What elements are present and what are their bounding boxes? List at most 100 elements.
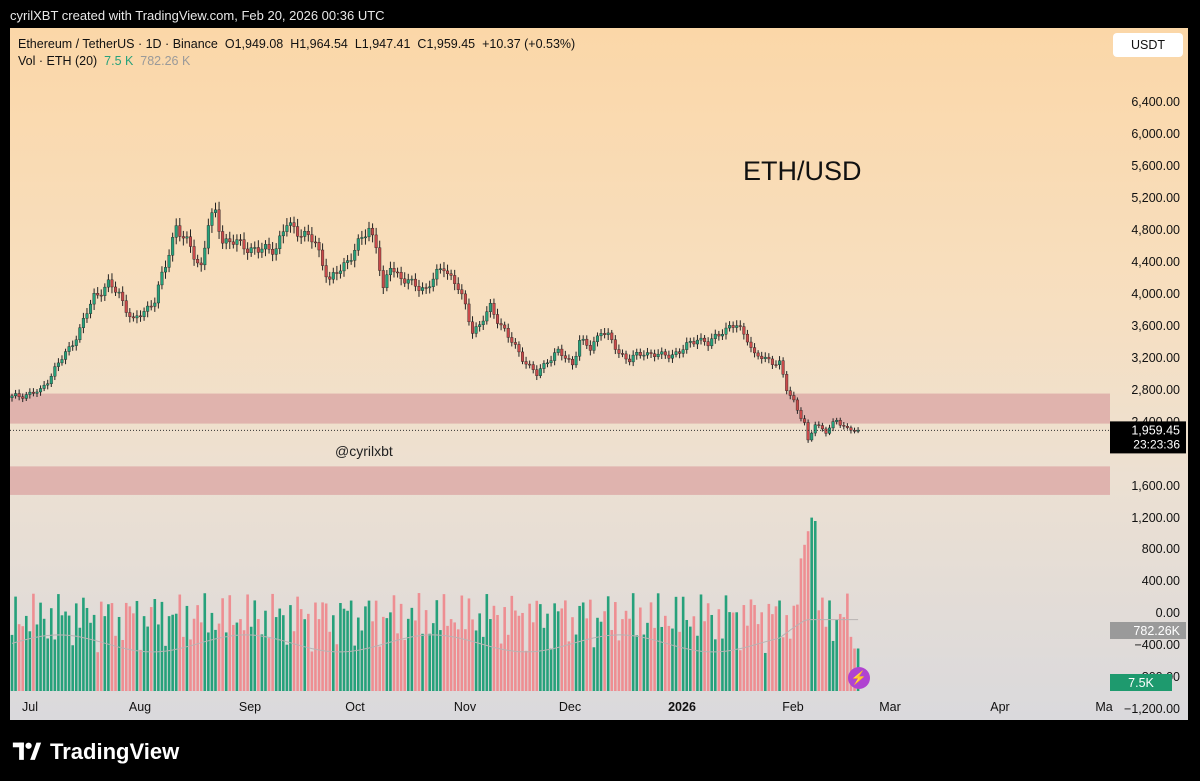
volume-bar	[767, 603, 771, 691]
candle-body	[249, 247, 253, 253]
candle-body	[117, 291, 121, 294]
candle-body	[496, 314, 500, 324]
volume-bar	[271, 593, 274, 691]
candle-body	[110, 279, 114, 288]
volume-bar	[803, 544, 806, 691]
candle-body	[367, 227, 371, 238]
chart-canvas[interactable]: 6,400.00 6,000.00 5,600.00 5,200.00 4,800.00…	[10, 28, 1188, 720]
volume-bar	[132, 613, 135, 691]
candle-body	[403, 278, 407, 284]
volume-bar	[92, 614, 96, 691]
candle-body	[617, 349, 621, 354]
volume-bar	[403, 639, 406, 691]
volume-bar	[307, 613, 310, 691]
volume-bar	[349, 600, 353, 691]
volume-bar	[139, 649, 142, 691]
candle-body	[485, 311, 489, 322]
volume-bar	[117, 616, 121, 691]
volume-bar	[114, 635, 117, 691]
candle-body	[49, 376, 53, 384]
candle-body	[735, 325, 739, 328]
volume-bar	[535, 600, 539, 691]
volume-ma-label: 782.26K	[1133, 624, 1180, 638]
volume-bar	[14, 596, 17, 691]
chart-annotation-text[interactable]: ETH/USD	[743, 156, 862, 186]
low-label: L	[354, 37, 362, 51]
volume-bar	[756, 624, 760, 691]
candle-body	[699, 337, 703, 341]
volume-bar	[214, 629, 217, 691]
volume-bar	[299, 609, 303, 691]
candle-body	[856, 430, 860, 432]
candle-body	[128, 312, 132, 317]
volume-bar	[799, 558, 803, 691]
candle-body	[845, 426, 849, 428]
candle-body	[410, 278, 414, 281]
candle-body	[378, 247, 382, 271]
symbol-legend[interactable]: Ethereum / TetherUS · 1D · Binance O1,94…	[18, 37, 575, 51]
volume-bar	[439, 630, 442, 691]
candle-body	[324, 265, 328, 278]
candle-body	[435, 268, 439, 280]
volume-bar	[703, 621, 706, 691]
candle-body	[563, 355, 567, 359]
volume-bar	[335, 644, 339, 691]
candle-body	[763, 356, 767, 359]
candle-body	[503, 324, 507, 329]
candle-body	[338, 270, 342, 274]
candle-body	[813, 424, 817, 434]
volume-bar	[624, 610, 628, 691]
volume-legend[interactable]: Vol · ETH (20) 7.5 K 782.26 K	[18, 54, 190, 68]
time-axis-label: Dec	[559, 700, 581, 714]
candle-body	[635, 352, 639, 356]
volume-bar	[428, 633, 431, 691]
candle-body	[499, 323, 503, 326]
candle-body	[253, 247, 257, 249]
volume-bar	[406, 618, 410, 691]
volume-bar	[232, 624, 235, 691]
volume-bar	[646, 622, 649, 691]
volume-bar	[53, 639, 57, 691]
lightning-icon[interactable]: ⚡	[848, 667, 870, 689]
volume-value: 7.5 K	[104, 54, 134, 68]
chart-frame[interactable]: 6,400.00 6,000.00 5,600.00 5,200.00 4,800.00…	[10, 28, 1188, 720]
candle-body	[731, 325, 735, 328]
volume-bar	[121, 639, 124, 691]
volume-bar	[71, 645, 74, 691]
volume-bar	[485, 594, 489, 691]
candle-body	[603, 333, 607, 335]
candle-body	[717, 333, 721, 337]
volume-bar	[696, 635, 699, 691]
volume-bar	[378, 646, 382, 691]
candle-body	[124, 300, 128, 313]
candle-body	[246, 248, 250, 253]
support-zone	[10, 393, 1110, 424]
volume-bar	[39, 602, 42, 691]
tradingview-logo[interactable]: TradingView	[12, 739, 179, 765]
candle-body	[231, 241, 235, 245]
volume-bar	[278, 608, 282, 691]
candle-body	[21, 396, 25, 399]
volume-bar	[546, 613, 549, 691]
volume-ma-value: 782.26 K	[140, 54, 191, 68]
volume-ma-line	[11, 619, 859, 653]
volume-bar	[82, 597, 85, 691]
volume-bar	[849, 636, 853, 691]
candle-body	[392, 268, 396, 273]
time-axis-label: Nov	[454, 700, 477, 714]
candle-body	[817, 424, 821, 426]
candle-body	[46, 383, 50, 386]
candle-body	[235, 239, 239, 245]
volume-indicator-name[interactable]: Vol · ETH (20)	[18, 54, 98, 68]
volume-bar	[192, 618, 196, 691]
candle-body	[206, 225, 210, 249]
symbol-name[interactable]: Ethereum / TetherUS · 1D · Binance	[18, 37, 218, 51]
time-axis-label: Ma	[1095, 700, 1112, 714]
volume-bar	[157, 624, 160, 691]
currency-selector[interactable]: USDT	[1113, 33, 1183, 57]
candle-body	[92, 293, 96, 305]
volume-bar	[196, 605, 199, 691]
volume-bar	[199, 622, 203, 691]
countdown-label: 23:23:36	[1133, 437, 1180, 451]
volume-bar	[453, 622, 456, 691]
